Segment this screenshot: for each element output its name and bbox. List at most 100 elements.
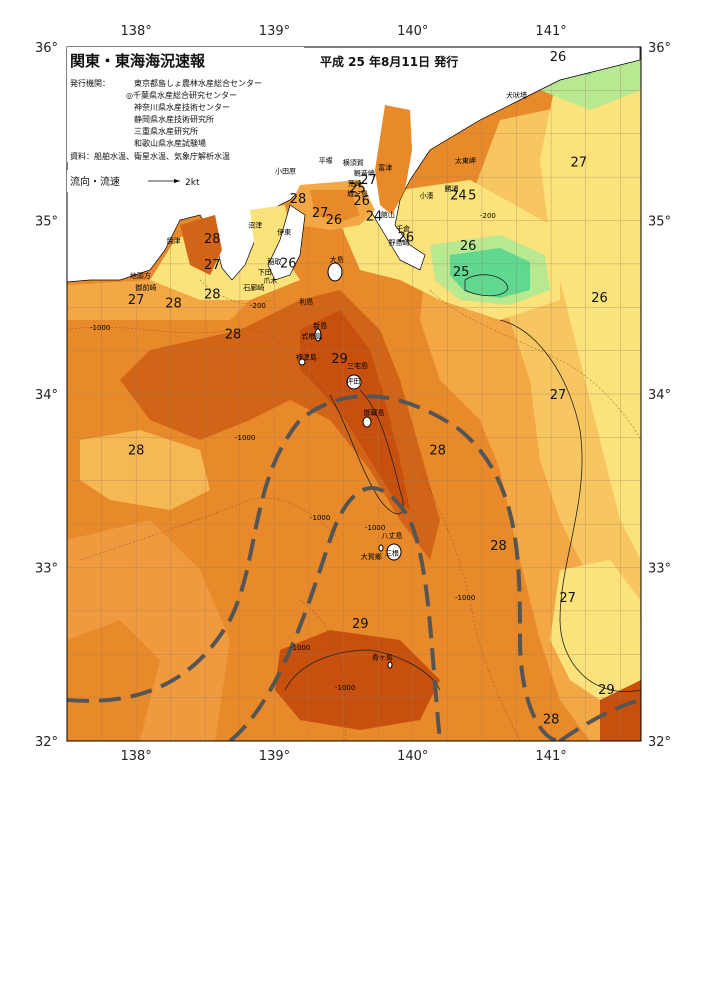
map-title: 関東・東海海況速報: [70, 52, 206, 70]
place-name: 富津: [378, 163, 392, 172]
temperature-value: 24: [366, 210, 383, 225]
temperature-value: 25: [349, 182, 366, 197]
temperature-value: 27: [550, 388, 567, 403]
place-name: 横須賀: [343, 158, 364, 167]
issue-date: 平成 25 年8月11日 発行: [320, 54, 458, 69]
institution-list: 発行機関： 東京都島しょ農林水産総合センター ◎千葉県水産総合研究センター神奈川県水…: [70, 78, 262, 148]
latitude-label: 34°: [35, 388, 58, 403]
axis-labels: 138° 138° 139° 139° 140° 140° 141° 141° 36° 36° 35…: [35, 24, 671, 764]
temperature-value: 27: [360, 173, 377, 188]
temperature-value: 26: [326, 213, 343, 228]
temperature-value: 27: [559, 591, 576, 606]
place-name: 城ヶ島: [347, 189, 368, 198]
longitude-label: 139°: [259, 24, 290, 39]
longitude-label: 139°: [259, 749, 290, 760]
temperature-field: [67, 47, 641, 741]
place-name: 館山: [381, 210, 395, 219]
temperature-value: 26: [398, 230, 415, 245]
temperature-value: 26: [353, 194, 370, 209]
temperature-value: 29: [331, 352, 348, 367]
place-name: 小田原: [275, 167, 296, 176]
place-name: 地頭方: [130, 271, 151, 280]
place-name: 勝浦: [445, 184, 459, 193]
institution-name: 神奈川県水産技術センター: [134, 102, 230, 112]
place-name: 焼津: [167, 236, 181, 245]
place-name: 犬吠埼: [506, 90, 527, 99]
temperature-value: 28: [204, 232, 221, 247]
place-name: 平塚: [319, 156, 333, 165]
ne-yellow-zone: [540, 47, 641, 560]
temperature-value: 28: [225, 327, 242, 342]
longitude-label: 140°: [397, 749, 428, 760]
place-name: 観音崎: [354, 168, 375, 177]
cool-eddy: [450, 248, 530, 298]
current-legend-label: 流向・流速: [70, 175, 120, 188]
place-name: 三宅島: [347, 361, 368, 370]
depth-contour-label: -1000: [365, 524, 385, 532]
latitude-label: 32°: [35, 735, 58, 750]
temperature-value: 27: [128, 293, 145, 308]
temperature-value: 28: [290, 192, 307, 207]
temperature-value: 26: [591, 291, 608, 306]
latitude-label: 34°: [648, 388, 671, 403]
izu-oshima: [327, 262, 343, 282]
place-name: 稲取: [267, 257, 281, 266]
temperature-value: 28: [490, 539, 507, 554]
tokyo-bay: [375, 105, 412, 215]
isotherms: [284, 274, 641, 692]
temperature-value: 28: [128, 444, 145, 459]
south-warm-core: [275, 630, 440, 730]
temperature-value: 28: [429, 444, 446, 459]
institution-name: 三重県水産研究所: [134, 126, 198, 136]
depth-contour-label: -1000: [310, 514, 330, 522]
temperature-value: 27: [312, 206, 329, 221]
place-name: 千倉: [396, 224, 410, 233]
miyakejima: [346, 374, 362, 390]
current-scale-label: 2kt: [185, 178, 200, 188]
depth-contour-label: -1000: [290, 644, 310, 652]
place-name: 青ヶ島: [372, 652, 393, 661]
longitude-label: 138°: [120, 24, 151, 39]
place-name: 御前崎: [135, 283, 156, 292]
place-name: 利島: [299, 297, 313, 306]
depth-contour-label: -200: [250, 302, 266, 310]
place-name: 式根島: [301, 331, 322, 340]
data-sources: 資料：船舶水温、衛星水温、気象庁解析水温: [70, 151, 230, 161]
longitude-label: 141°: [535, 749, 566, 760]
temperature-value: 26: [460, 239, 477, 254]
mikurajima: [362, 416, 372, 428]
latitude-label: 36°: [35, 41, 58, 56]
temperature-value: 27: [204, 258, 221, 273]
header-box: [67, 47, 304, 162]
place-name: 神津島: [296, 352, 317, 361]
latitude-label: 36°: [648, 41, 671, 56]
depth-contour-label: -200: [480, 212, 496, 220]
place-name: 下田: [258, 268, 272, 276]
arrowhead-icon: [174, 179, 180, 183]
place-name: 石廊崎: [243, 283, 264, 292]
place-name: 小湊: [420, 191, 434, 200]
place-name: 太東岬: [455, 156, 476, 165]
place-name: 荒崎: [348, 179, 362, 188]
depth-contour-label: -1000: [90, 324, 110, 332]
place-name: 坪田: [346, 378, 360, 386]
institution-name: 静岡県水産技術研究所: [134, 114, 214, 124]
institution-name: 和歌山県水産試験場: [134, 138, 206, 148]
temperature-value: 5: [468, 189, 476, 204]
place-name: 野島崎: [388, 238, 409, 247]
place-name: 三根: [385, 548, 399, 557]
temperature-value: 25: [453, 265, 470, 280]
place-name: 伊東: [277, 227, 291, 236]
longitude-label: 140°: [397, 24, 428, 39]
place-name: 沼津: [248, 220, 262, 229]
latitude-label: 35°: [35, 215, 58, 230]
temperature-value: 28: [165, 296, 182, 311]
place-name: 爪木: [263, 276, 277, 285]
temperature-value: 29: [598, 683, 615, 698]
islands: [298, 262, 402, 669]
hachijojima: [386, 543, 402, 561]
institution-name: ◎千葉県水産総合研究センター: [126, 90, 237, 100]
temperature-value: 28: [204, 288, 221, 303]
temperature-value: 27: [570, 156, 587, 171]
